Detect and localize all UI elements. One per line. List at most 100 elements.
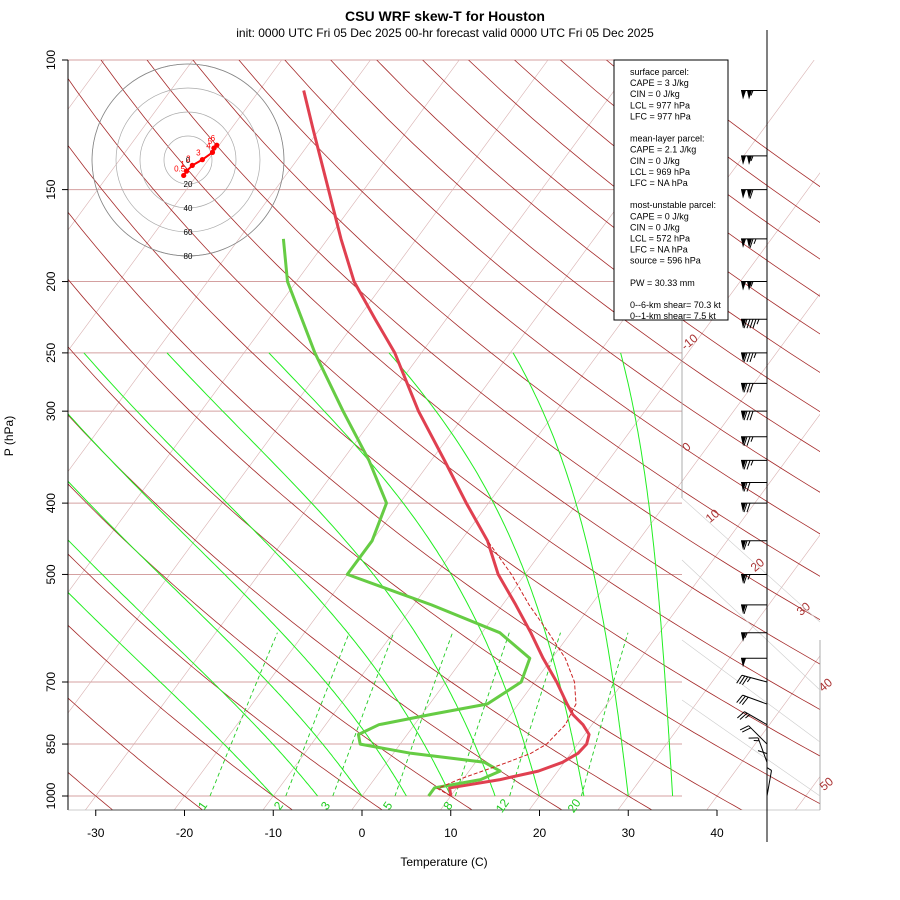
isotherm--50 — [68, 60, 460, 593]
isotherm-30 — [617, 534, 820, 810]
dry-adiabat — [68, 553, 383, 810]
isotherm--40 — [68, 60, 549, 714]
mixing-ratio-line — [509, 632, 561, 797]
extension-line — [681, 559, 821, 691]
wind-barb — [736, 694, 768, 705]
info-line: CIN = 0 J/kg — [630, 89, 680, 99]
y-tick-label: 300 — [44, 401, 58, 421]
wind-barb — [766, 767, 773, 797]
dry-adiabat — [146, 60, 820, 621]
info-line: surface parcel: — [630, 67, 689, 77]
x-tick-label: 0 — [359, 826, 366, 840]
y-tick-label: 500 — [44, 564, 58, 584]
dry-adiabat — [330, 60, 820, 453]
wind-barb — [741, 502, 767, 513]
wind-barb-column — [736, 30, 773, 842]
wind-barb — [741, 657, 767, 668]
wind-barb — [736, 674, 768, 686]
mixing-ratio-line — [454, 632, 510, 797]
moist-adiabat — [68, 480, 363, 797]
hodograph-point-label: 5 — [208, 137, 213, 146]
x-tick-label: -30 — [87, 826, 105, 840]
hodograph-point-label: 1 — [180, 160, 185, 169]
x-tick-label: 40 — [710, 826, 724, 840]
y-tick-label: 150 — [44, 179, 58, 199]
temperature-profile — [302, 90, 591, 797]
dry-adiabat — [422, 60, 820, 373]
extension-line — [681, 699, 821, 797]
mixing-ratio-line — [394, 632, 453, 797]
mixing-ratio-label: 20 — [565, 796, 584, 815]
dry-adiabat-lines — [68, 60, 820, 810]
info-line: CAPE = 0 J/kg — [630, 211, 689, 221]
info-line: most-unstable parcel: — [630, 200, 716, 210]
wind-barb — [741, 89, 767, 100]
x-tick-label: 20 — [533, 826, 547, 840]
info-line: 0--6-km shear= 70.3 kt — [630, 300, 721, 310]
hodograph-ring-label: 60 — [184, 228, 193, 237]
isotherm--80 — [68, 60, 194, 231]
y-tick-label: 200 — [44, 271, 58, 291]
wind-barb — [741, 481, 767, 492]
info-line: 0--1-km shear= 7.5 kt — [630, 311, 716, 321]
isotherm--30 — [85, 60, 637, 810]
dry-adiabat — [68, 211, 820, 805]
x-tick-label: 30 — [622, 826, 636, 840]
info-line: LCL = 969 hPa — [630, 167, 690, 177]
hodograph-point-label: 2 — [186, 154, 191, 163]
wind-barb — [741, 540, 767, 550]
wind-barb — [741, 281, 767, 291]
y-tick-label: 700 — [44, 672, 58, 692]
y-tick-label: 250 — [44, 343, 58, 363]
hodograph-point — [199, 157, 205, 163]
sounding-profiles — [281, 90, 591, 797]
wind-barb — [741, 318, 767, 329]
mixing-ratio-line — [209, 632, 278, 797]
dry-adiabat — [68, 624, 294, 810]
hodograph-ring-label: 80 — [184, 252, 193, 261]
y-tick-label: 100 — [44, 50, 58, 70]
extension-line — [681, 639, 821, 743]
moist-adiabat — [68, 413, 407, 797]
isotherm-label: 30 — [794, 599, 813, 619]
mixing-ratio-line — [580, 632, 629, 797]
mixing-ratio-label: 12 — [493, 796, 512, 815]
x-tick-label: -20 — [176, 826, 194, 840]
x-tick-label: 10 — [444, 826, 458, 840]
isotherm-lines — [68, 60, 820, 810]
moist-adiabat — [68, 591, 274, 797]
extension-line — [681, 497, 821, 623]
info-line: CIN = 0 J/kg — [630, 156, 680, 166]
hodograph-point — [214, 142, 220, 148]
wind-barb — [741, 459, 767, 470]
wind-barb — [741, 632, 767, 642]
isotherm-40 — [706, 655, 820, 810]
dry-adiabat — [238, 60, 820, 535]
hodograph-point-label: 4 — [206, 141, 211, 150]
moist-adiabat — [512, 352, 629, 797]
y-tick-label: 850 — [44, 734, 58, 754]
mixing-ratio-line — [332, 632, 395, 797]
hodograph-ring — [115, 87, 261, 233]
hodograph-ring — [163, 135, 213, 185]
wind-barb — [741, 604, 767, 615]
hodograph-point-label: 6 — [211, 134, 216, 143]
moist-adiabat — [620, 352, 674, 797]
dry-adiabat — [68, 483, 473, 810]
isotherm--60 — [68, 60, 371, 473]
info-line: PW = 30.33 mm — [630, 278, 695, 288]
wind-barb — [741, 238, 767, 249]
dry-adiabat — [284, 60, 820, 493]
x-axis-label: Temperature (C) — [400, 855, 487, 869]
moist-adiabat-lines — [68, 352, 674, 797]
moist-adiabat — [268, 352, 540, 797]
isotherm-label: 10 — [703, 506, 722, 526]
hodograph-point — [209, 149, 216, 155]
info-line: LCL = 572 hPa — [630, 234, 690, 244]
isotherm-0 — [351, 172, 820, 810]
hodograph-point — [183, 168, 190, 174]
